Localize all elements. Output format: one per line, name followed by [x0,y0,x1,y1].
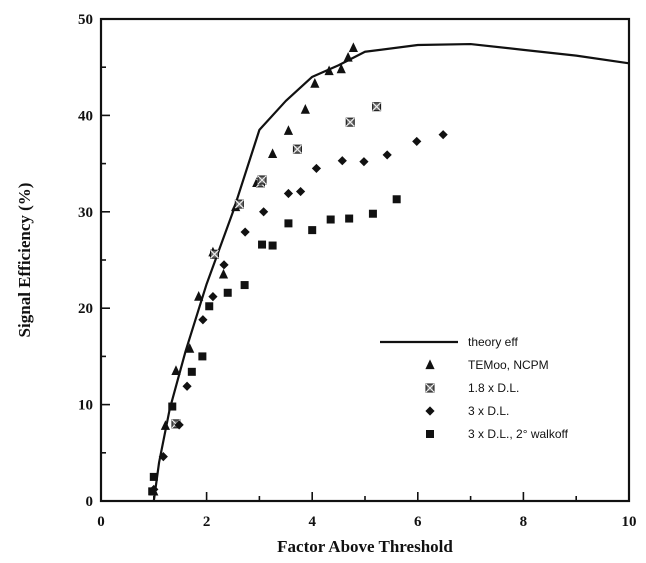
data-point-diamond [412,136,422,147]
data-point-triangle [268,148,278,159]
series-layer [148,42,630,502]
data-point-square [205,302,214,311]
legend-item: TEMoo, NCPM [425,358,549,372]
data-point-square [284,219,293,228]
data-point-triangle [300,104,310,114]
data-point-diamond [182,381,192,391]
axis-ticks [100,18,630,502]
legend-item: 3 x D.L. [425,404,509,418]
legend-label: 3 x D.L. [468,404,509,418]
x-tick-label: 2 [203,514,211,530]
data-point-diamond [219,260,229,270]
data-point-square [187,367,196,376]
series-0 [152,42,630,502]
data-point-square-x [345,117,355,127]
y-axis-label: Signal Efficiency (%) [15,183,34,338]
data-point-square [345,214,354,223]
data-point-square [258,240,267,249]
data-point-triangle [283,125,294,135]
x-tick-label: 8 [520,514,528,530]
data-point-diamond [174,420,184,430]
legend-marker-square [426,430,434,438]
y-tick-label: 0 [86,494,94,510]
legend-item: 1.8 x D.L. [425,381,519,395]
series-4 [148,195,401,496]
y-tick-label: 30 [78,205,93,221]
x-tick-label: 6 [414,514,422,530]
data-point-square [240,281,249,290]
data-point-square-x [210,249,220,259]
data-point-square-x [372,102,382,112]
legend-item: 3 x D.L., 2° walkoff [426,427,569,441]
data-point-triangle [171,365,181,375]
data-point-diamond [382,150,392,160]
legend-label: theory eff [468,335,518,349]
legend-marker-square-x [425,383,435,393]
data-point-diamond [295,186,306,197]
y-tick-label: 20 [78,301,93,317]
data-point-triangle [218,268,229,279]
series-1 [149,42,358,496]
data-point-triangle [160,420,171,430]
data-point-square [308,226,317,235]
legend-marker-diamond [425,406,435,416]
data-point-square-x [292,144,302,154]
x-tick-label: 4 [308,514,316,530]
tick-labels: 0 2 4 6 8 10 0 10 20 30 40 50 [78,12,637,530]
data-point-triangle [348,42,358,53]
data-point-square [168,402,177,411]
x-tick-label: 10 [622,514,637,530]
legend-label: 3 x D.L., 2° walkoff [468,427,569,441]
y-tick-label: 40 [78,108,93,124]
data-point-square [392,195,401,204]
data-point-triangle [343,51,353,62]
data-point-triangle [194,291,204,301]
data-point-diamond [359,157,369,167]
data-point-square [268,241,277,250]
data-point-square-x [257,175,267,185]
data-point-diamond [240,227,250,237]
data-point-diamond [311,163,322,174]
legend-marker-triangle [425,359,435,370]
series-3 [149,130,448,495]
legend-item: theory eff [380,335,518,349]
y-tick-label: 50 [78,12,93,28]
theory-eff-line [152,42,630,502]
data-point-triangle [324,65,334,76]
data-point-square [198,352,207,361]
data-point-diamond [337,156,347,166]
data-point-triangle [336,63,346,74]
data-point-diamond [438,130,448,140]
data-point-square [368,209,377,218]
legend: theory eff TEMoo, NCPM 1.8 x D.L. 3 x D.L. 3… [380,335,569,441]
y-tick-label: 10 [78,398,93,414]
data-point-square [326,215,335,224]
data-point-diamond [208,292,218,302]
data-point-triangle [185,343,195,353]
data-point-diamond [283,188,294,199]
series-2 [171,102,382,429]
data-point-square [149,472,158,481]
data-point-diamond [259,207,269,217]
legend-label: 1.8 x D.L. [468,381,519,395]
data-point-square [223,288,232,297]
data-point-diamond [198,315,208,325]
data-point-square [148,487,157,496]
x-axis-label: Factor Above Threshold [277,537,453,556]
x-tick-label: 0 [97,514,105,530]
data-point-triangle [310,77,320,88]
legend-label: TEMoo, NCPM [468,358,549,372]
data-point-square-x [234,199,244,209]
data-point-diamond [158,452,168,462]
